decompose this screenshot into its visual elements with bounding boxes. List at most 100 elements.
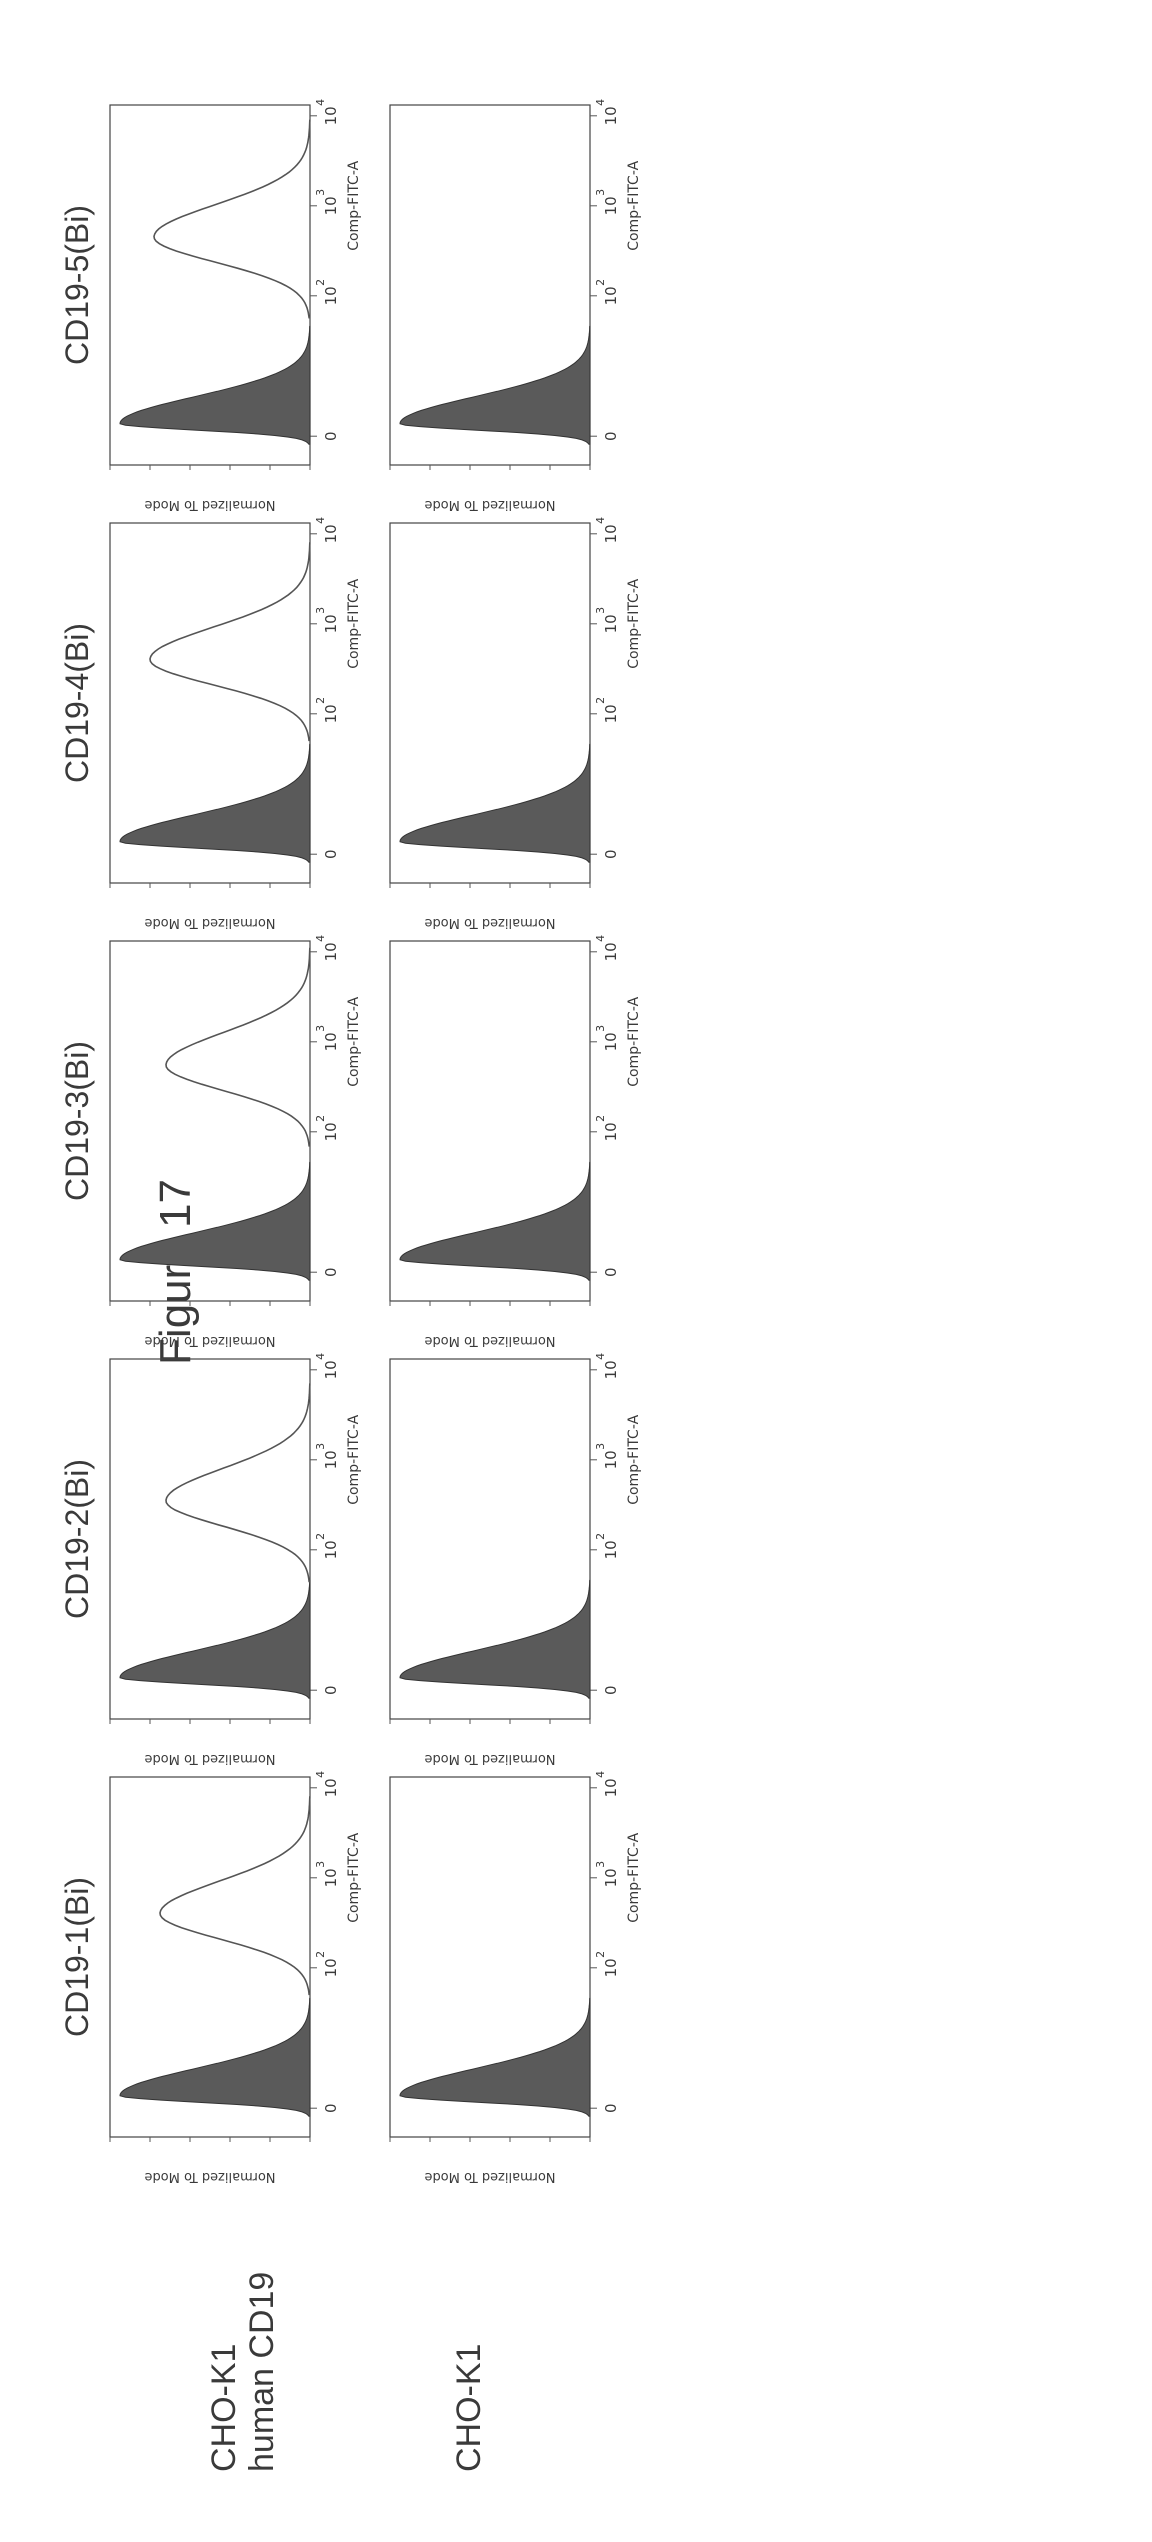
x-tick-exponent: 4 bbox=[594, 1771, 607, 1778]
row-label-top: CHO-K1 human CD19 bbox=[205, 2272, 281, 2472]
x-tick-label: 0 bbox=[322, 431, 340, 441]
x-tick-exponent: 3 bbox=[594, 607, 607, 614]
x-axis-label: Comp-FITC-A bbox=[626, 160, 642, 250]
x-tick-label: 10 bbox=[602, 942, 620, 961]
y-axis-label: Normalized To Mode bbox=[424, 1751, 555, 1766]
x-tick-exponent: 4 bbox=[594, 935, 607, 942]
x-axis-label: Comp-FITC-A bbox=[346, 160, 362, 250]
panel-title: CD19-1(Bi) bbox=[59, 1877, 95, 2037]
x-tick-label: 10 bbox=[322, 1032, 340, 1051]
y-axis-label: Normalized To Mode bbox=[424, 1333, 555, 1348]
filled-histogram bbox=[119, 1579, 311, 1699]
x-tick-exponent: 2 bbox=[594, 1951, 607, 1958]
plot-frame bbox=[109, 522, 311, 884]
x-tick-exponent: 3 bbox=[314, 1443, 327, 1450]
x-tick-label: 10 bbox=[602, 1032, 620, 1051]
x-tick-label: 10 bbox=[602, 1360, 620, 1379]
filled-histogram bbox=[399, 743, 591, 863]
x-tick-label: 10 bbox=[322, 196, 340, 215]
y-axis-label: Normalized To Mode bbox=[144, 915, 275, 930]
y-axis-label: Normalized To Mode bbox=[144, 2169, 275, 2184]
plot-frame bbox=[389, 522, 591, 884]
x-tick-label: 10 bbox=[322, 1360, 340, 1379]
x-tick-label: 10 bbox=[602, 196, 620, 215]
filled-histogram bbox=[119, 1997, 311, 2117]
x-axis-label: Comp-FITC-A bbox=[626, 1414, 642, 1504]
plot-frame bbox=[109, 1776, 311, 2138]
open-histogram bbox=[165, 1383, 311, 1583]
x-axis-label: Comp-FITC-A bbox=[346, 1832, 362, 1922]
plot-frame bbox=[109, 104, 311, 466]
x-tick-label: 10 bbox=[322, 106, 340, 125]
x-axis-label: Comp-FITC-A bbox=[346, 1414, 362, 1504]
x-axis-label: Comp-FITC-A bbox=[346, 578, 362, 668]
x-axis-label: Comp-FITC-A bbox=[626, 578, 642, 668]
row-label-top-line1: CHO-K1 bbox=[205, 2344, 243, 2472]
x-tick-label: 0 bbox=[322, 2103, 340, 2113]
x-tick-exponent: 2 bbox=[594, 1115, 607, 1122]
y-axis-label: Normalized To Mode bbox=[424, 497, 555, 512]
x-tick-label: 0 bbox=[602, 431, 620, 441]
x-tick-exponent: 4 bbox=[594, 99, 607, 106]
plot-frame bbox=[389, 104, 591, 466]
x-tick-exponent: 3 bbox=[314, 189, 327, 196]
histogram-panel: CD19-4(Bi)Normalized To Mode0102103104Co… bbox=[59, 517, 362, 930]
panel-title: CD19-2(Bi) bbox=[59, 1459, 95, 1619]
filled-histogram bbox=[119, 1161, 311, 1281]
x-axis-label: Comp-FITC-A bbox=[626, 1832, 642, 1922]
x-tick-label: 10 bbox=[602, 106, 620, 125]
x-tick-label: 10 bbox=[602, 1868, 620, 1887]
x-tick-label: 10 bbox=[322, 1778, 340, 1797]
x-tick-exponent: 3 bbox=[314, 607, 327, 614]
x-tick-exponent: 4 bbox=[314, 1353, 327, 1360]
x-tick-label: 10 bbox=[322, 704, 340, 723]
x-tick-label: 10 bbox=[602, 1778, 620, 1797]
plot-frame bbox=[389, 940, 591, 1302]
x-tick-exponent: 3 bbox=[594, 1025, 607, 1032]
panel-title: CD19-5(Bi) bbox=[59, 205, 95, 365]
x-tick-label: 0 bbox=[602, 2103, 620, 2113]
plot-frame bbox=[389, 1776, 591, 2138]
plot-frame bbox=[389, 1358, 591, 1720]
x-tick-exponent: 2 bbox=[314, 1533, 327, 1540]
x-tick-exponent: 2 bbox=[594, 697, 607, 704]
x-tick-exponent: 3 bbox=[594, 1861, 607, 1868]
open-histogram bbox=[165, 947, 311, 1147]
row-label-bottom: CHO-K1 bbox=[450, 2344, 488, 2472]
x-tick-exponent: 3 bbox=[594, 189, 607, 196]
histogram-panel: CD19-5(Bi)Normalized To Mode0102103104Co… bbox=[59, 99, 362, 512]
histogram-panel: CD19-3(Bi)Normalized To Mode0102103104Co… bbox=[59, 935, 362, 1348]
x-tick-label: 10 bbox=[322, 524, 340, 543]
x-tick-label: 10 bbox=[602, 1450, 620, 1469]
x-tick-exponent: 4 bbox=[594, 517, 607, 524]
filled-histogram bbox=[119, 743, 311, 863]
filled-histogram bbox=[399, 1161, 591, 1281]
x-tick-label: 0 bbox=[602, 1685, 620, 1695]
x-tick-label: 10 bbox=[602, 286, 620, 305]
x-tick-label: 0 bbox=[322, 1267, 340, 1277]
x-tick-label: 10 bbox=[322, 1122, 340, 1141]
x-tick-label: 10 bbox=[322, 1958, 340, 1977]
x-tick-exponent: 2 bbox=[314, 1951, 327, 1958]
x-tick-exponent: 4 bbox=[314, 1771, 327, 1778]
panel-title: CD19-3(Bi) bbox=[59, 1041, 95, 1201]
x-tick-exponent: 4 bbox=[594, 1353, 607, 1360]
x-tick-exponent: 2 bbox=[594, 279, 607, 286]
x-tick-label: 10 bbox=[602, 1122, 620, 1141]
plot-frame bbox=[109, 940, 311, 1302]
y-axis-label: Normalized To Mode bbox=[144, 1333, 275, 1348]
x-tick-label: 10 bbox=[322, 1450, 340, 1469]
open-histogram bbox=[159, 1796, 311, 1996]
x-tick-label: 10 bbox=[322, 286, 340, 305]
x-tick-label: 10 bbox=[602, 1540, 620, 1559]
filled-histogram bbox=[399, 1997, 591, 2117]
x-tick-label: 10 bbox=[322, 1868, 340, 1887]
x-tick-label: 10 bbox=[322, 942, 340, 961]
x-tick-label: 10 bbox=[322, 614, 340, 633]
